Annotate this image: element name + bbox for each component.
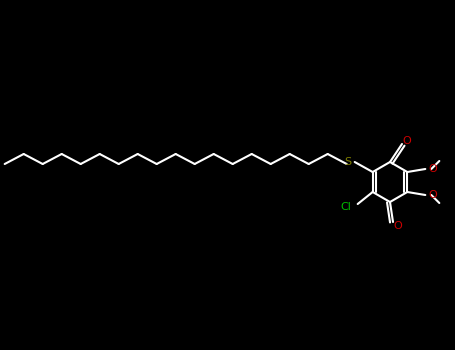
Text: Cl: Cl — [341, 202, 352, 212]
Text: O: O — [394, 221, 402, 231]
Text: O: O — [403, 136, 411, 146]
Text: O: O — [428, 190, 437, 200]
Text: O: O — [428, 164, 437, 174]
Text: S: S — [344, 157, 352, 167]
